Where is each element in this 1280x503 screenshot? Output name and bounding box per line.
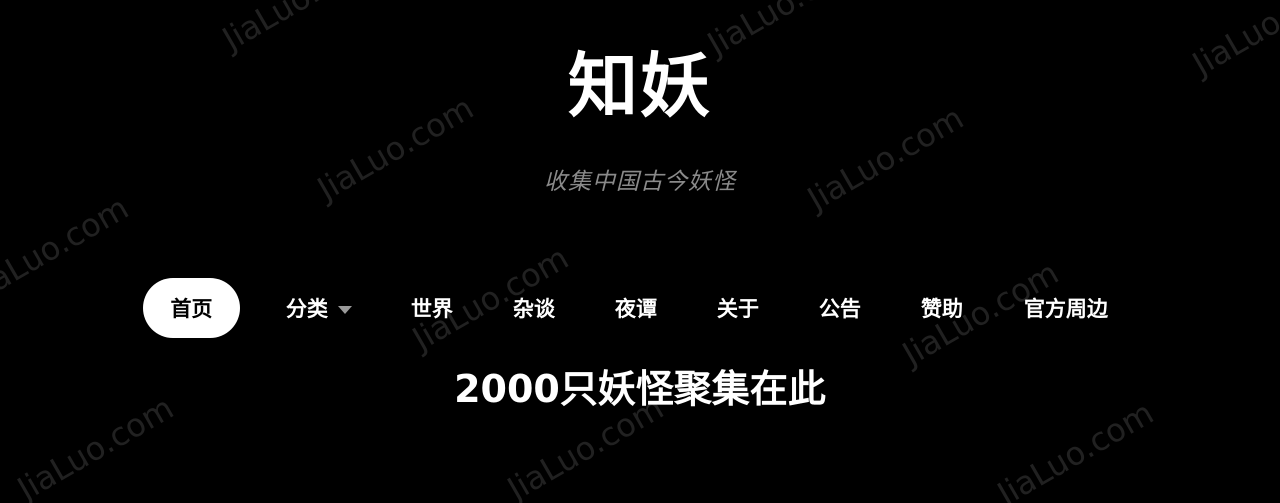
nav-item-essays[interactable]: 杂谈 [483, 278, 585, 338]
caret-down-icon [338, 305, 352, 314]
watermark-text: JiaLuo.com [0, 188, 135, 308]
nav-item-about[interactable]: 关于 [687, 278, 789, 338]
nav-item-label: 公告 [819, 297, 861, 321]
nav-item-label: 杂谈 [513, 297, 555, 321]
hero-heading: 2000只妖怪聚集在此 [454, 367, 826, 411]
main-nav: 首页 分类 世界 杂谈 夜谭 关于 公告 赞助 官方周边 [143, 278, 1139, 338]
nav-item-label: 赞助 [921, 297, 963, 321]
nav-item-label: 关于 [717, 297, 759, 321]
site-subtitle: 收集中国古今妖怪 [544, 169, 736, 195]
nav-item-home[interactable]: 首页 [143, 278, 240, 338]
nav-item-label: 夜谭 [615, 297, 657, 321]
nav-item-night-tales[interactable]: 夜谭 [585, 278, 687, 338]
nav-item-sponsor[interactable]: 赞助 [891, 278, 993, 338]
site-title[interactable]: 知妖 [568, 45, 712, 127]
nav-item-label: 官方周边 [1024, 297, 1108, 321]
nav-item-label: 首页 [170, 297, 213, 321]
nav-item-label: 世界 [411, 297, 453, 321]
nav-item-announcements[interactable]: 公告 [789, 278, 891, 338]
nav-item-categories[interactable]: 分类 [257, 278, 381, 338]
nav-item-label: 分类 [286, 297, 328, 321]
nav-item-merchandise[interactable]: 官方周边 [993, 278, 1139, 338]
nav-item-world[interactable]: 世界 [381, 278, 483, 338]
